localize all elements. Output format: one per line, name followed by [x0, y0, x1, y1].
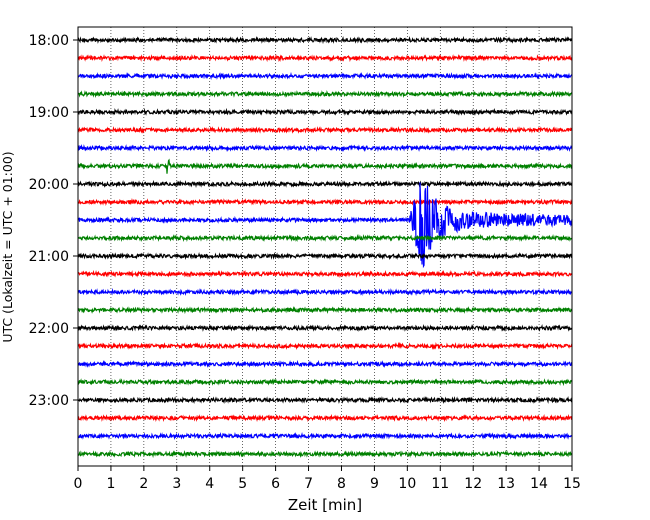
y-tick-label: 20:00: [29, 177, 69, 193]
y-axis-label: UTC (Lokalzeit = UTC + 01:00): [0, 151, 15, 342]
seismogram-trace: [77, 359, 573, 369]
seismogram-trace: [77, 449, 573, 459]
x-axis-ticks: 0 1 2 3 4 5 6 7 8 9 10 11 12 13 14 15: [74, 466, 581, 492]
y-tick-label: 19:00: [29, 105, 69, 121]
seismogram-trace: [77, 269, 573, 279]
seismogram-trace: [77, 107, 573, 117]
seismogram-trace: [77, 182, 573, 269]
y-axis-ticks: 18:00 19:00 20:00 21:00 22:00 23:00: [29, 33, 78, 409]
seismogram-trace: [77, 125, 573, 134]
seismogram-trace: [77, 89, 573, 98]
seismogram-trace: [77, 413, 573, 423]
y-tick-label: 18:00: [29, 33, 69, 49]
x-tick-label: 8: [337, 476, 346, 492]
seismogram-trace: [77, 323, 573, 332]
plot-frame: [77, 26, 573, 467]
seismogram-trace: [77, 305, 573, 315]
seismogram-trace: [77, 53, 573, 63]
x-tick-label: 5: [238, 476, 247, 492]
x-tick-label: 3: [172, 476, 181, 492]
x-tick-label: 10: [398, 476, 416, 492]
seismogram-traces: [77, 35, 573, 459]
seismogram-trace: [77, 396, 573, 404]
x-tick-label: 1: [106, 476, 115, 492]
x-tick-label: 2: [139, 476, 148, 492]
seismogram-trace: [77, 233, 573, 243]
x-axis-label: Zeit [min]: [288, 496, 362, 514]
x-tick-label: 0: [74, 476, 83, 492]
x-tick-label: 11: [431, 476, 449, 492]
seismogram-trace: [77, 431, 573, 440]
y-tick-label: 22:00: [29, 321, 69, 337]
grid-lines: [110, 27, 540, 466]
x-tick-label: 15: [563, 476, 581, 492]
x-tick-label: 9: [370, 476, 379, 492]
x-tick-label: 4: [205, 476, 214, 492]
seismogram-trace: [77, 143, 573, 153]
y-tick-label: 21:00: [29, 249, 69, 265]
seismogram-trace: [77, 71, 573, 81]
seismogram-trace: [77, 179, 573, 189]
seismogram-trace: [77, 287, 573, 297]
seismogram-trace: [77, 198, 573, 207]
seismogram-trace: [77, 252, 573, 261]
x-tick-label: 7: [304, 476, 313, 492]
x-tick-label: 13: [497, 476, 515, 492]
seismogram-trace: [77, 341, 573, 350]
x-tick-label: 6: [271, 476, 280, 492]
seismogram-trace: [77, 35, 573, 45]
y-tick-label: 23:00: [29, 393, 69, 409]
x-tick-label: 14: [530, 476, 548, 492]
seismogram-trace: [77, 377, 573, 387]
seismogram-trace: [77, 158, 573, 174]
x-tick-label: 12: [464, 476, 482, 492]
